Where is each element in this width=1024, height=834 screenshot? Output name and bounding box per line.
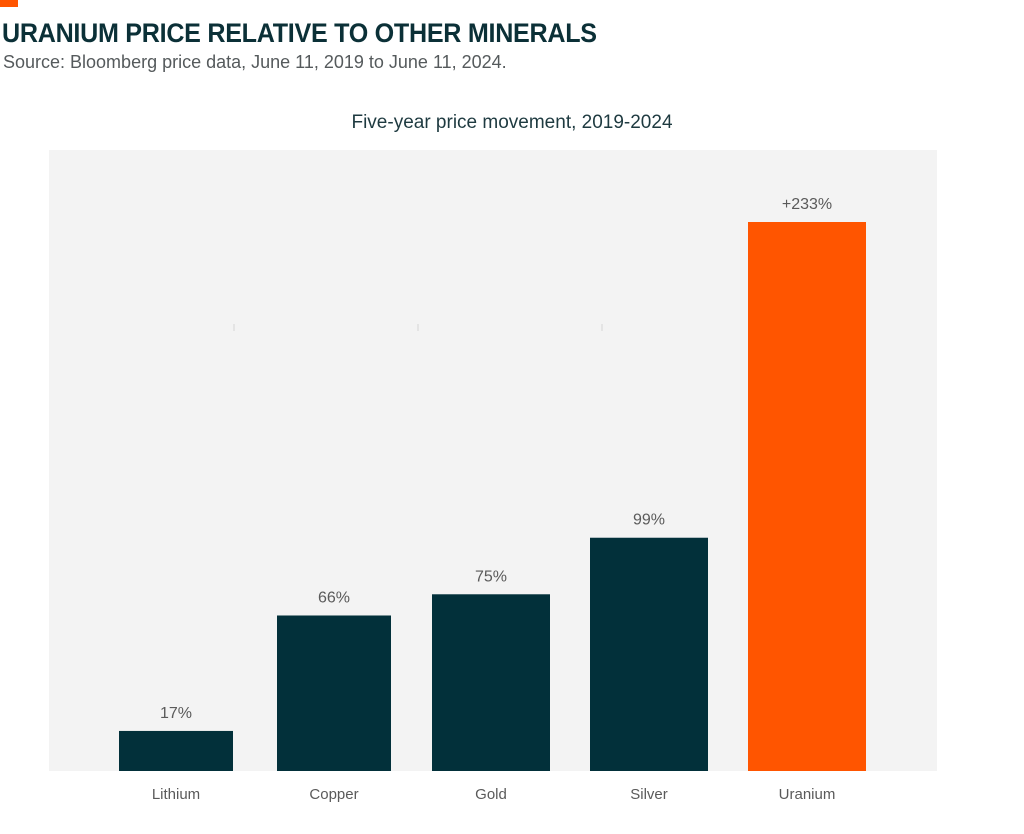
- data-label-silver: 99%: [633, 512, 665, 529]
- x-tick-label-uranium: Uranium: [779, 786, 836, 803]
- x-tick-label-lithium: Lithium: [152, 786, 200, 803]
- data-label-copper: 66%: [318, 589, 350, 606]
- bar-lithium: [119, 730, 233, 771]
- bar-copper: [277, 615, 391, 771]
- data-label-uranium: +233%: [782, 196, 832, 213]
- bar-uranium: [748, 222, 866, 771]
- page-title: URANIUM PRICE RELATIVE TO OTHER MINERALS: [2, 18, 597, 48]
- source-note: Source: Bloomberg price data, June 11, 2…: [3, 52, 507, 72]
- data-label-gold: 75%: [475, 568, 507, 585]
- accent-mark: [0, 0, 18, 7]
- x-tick-label-silver: Silver: [630, 786, 668, 803]
- data-label-lithium: 17%: [160, 705, 192, 722]
- x-tick-label-gold: Gold: [475, 786, 507, 803]
- chart-title: Five-year price movement, 2019-2024: [351, 112, 673, 133]
- bar-gold: [432, 594, 550, 771]
- plot-background: [49, 150, 937, 771]
- bar-silver: [590, 537, 708, 771]
- x-tick-label-copper: Copper: [309, 786, 358, 803]
